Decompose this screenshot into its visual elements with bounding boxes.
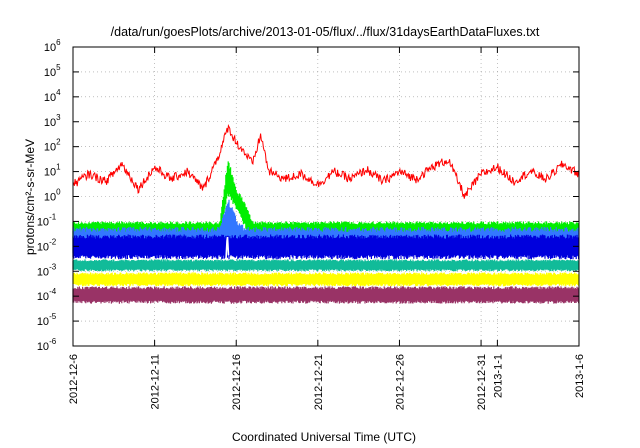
x-tick-label: 2012-12-16 bbox=[231, 354, 243, 410]
x-tick-label: 2012-12-11 bbox=[150, 354, 162, 409]
y-axis-title: protons/cm²-s-sr-MeV bbox=[23, 139, 37, 255]
y-tick-label: 102 bbox=[44, 138, 61, 154]
y-tick-label: 101 bbox=[44, 163, 61, 179]
chart-title: /data/run/goesPlots/archive/2013-01-05/f… bbox=[111, 25, 540, 39]
y-tick-label: 103 bbox=[44, 113, 61, 129]
x-tick-label: 2012-12-31 bbox=[476, 354, 488, 410]
x-tick-label: 2012-12-21 bbox=[313, 354, 325, 410]
y-tick-label: 106 bbox=[44, 38, 61, 54]
x-tick-label: 2012-12-26 bbox=[394, 354, 406, 410]
x-tick-label: 2012-12-6 bbox=[68, 354, 80, 404]
y-tick-label: 10-4 bbox=[37, 287, 57, 303]
series-line-0 bbox=[72, 124, 579, 199]
y-tick-label: 10-1 bbox=[37, 212, 57, 228]
y-tick-label: 10-5 bbox=[37, 312, 57, 328]
y-tick-label: 10-3 bbox=[37, 262, 57, 278]
x-axis-title: Coordinated Universal Time (UTC) bbox=[232, 430, 416, 444]
series-band-6 bbox=[72, 286, 580, 304]
x-tick-label: 2013-1-1 bbox=[492, 354, 504, 398]
series-layer bbox=[72, 124, 580, 304]
y-tick-label: 104 bbox=[44, 88, 61, 104]
series-line-7 bbox=[225, 236, 230, 260]
y-tick-label: 100 bbox=[44, 188, 61, 204]
y-tick-label: 10-2 bbox=[37, 237, 57, 253]
y-tick-label: 105 bbox=[44, 63, 61, 79]
y-tick-label: 10-6 bbox=[37, 337, 57, 353]
axis-layer: 10-6 10-5 10-4 10-3 10-2 10-1 100 101 102 103 104 1… bbox=[37, 38, 586, 410]
x-tick-label: 2013-1-6 bbox=[574, 354, 586, 398]
series-band-4 bbox=[72, 259, 580, 272]
series-band-3 bbox=[72, 234, 580, 260]
